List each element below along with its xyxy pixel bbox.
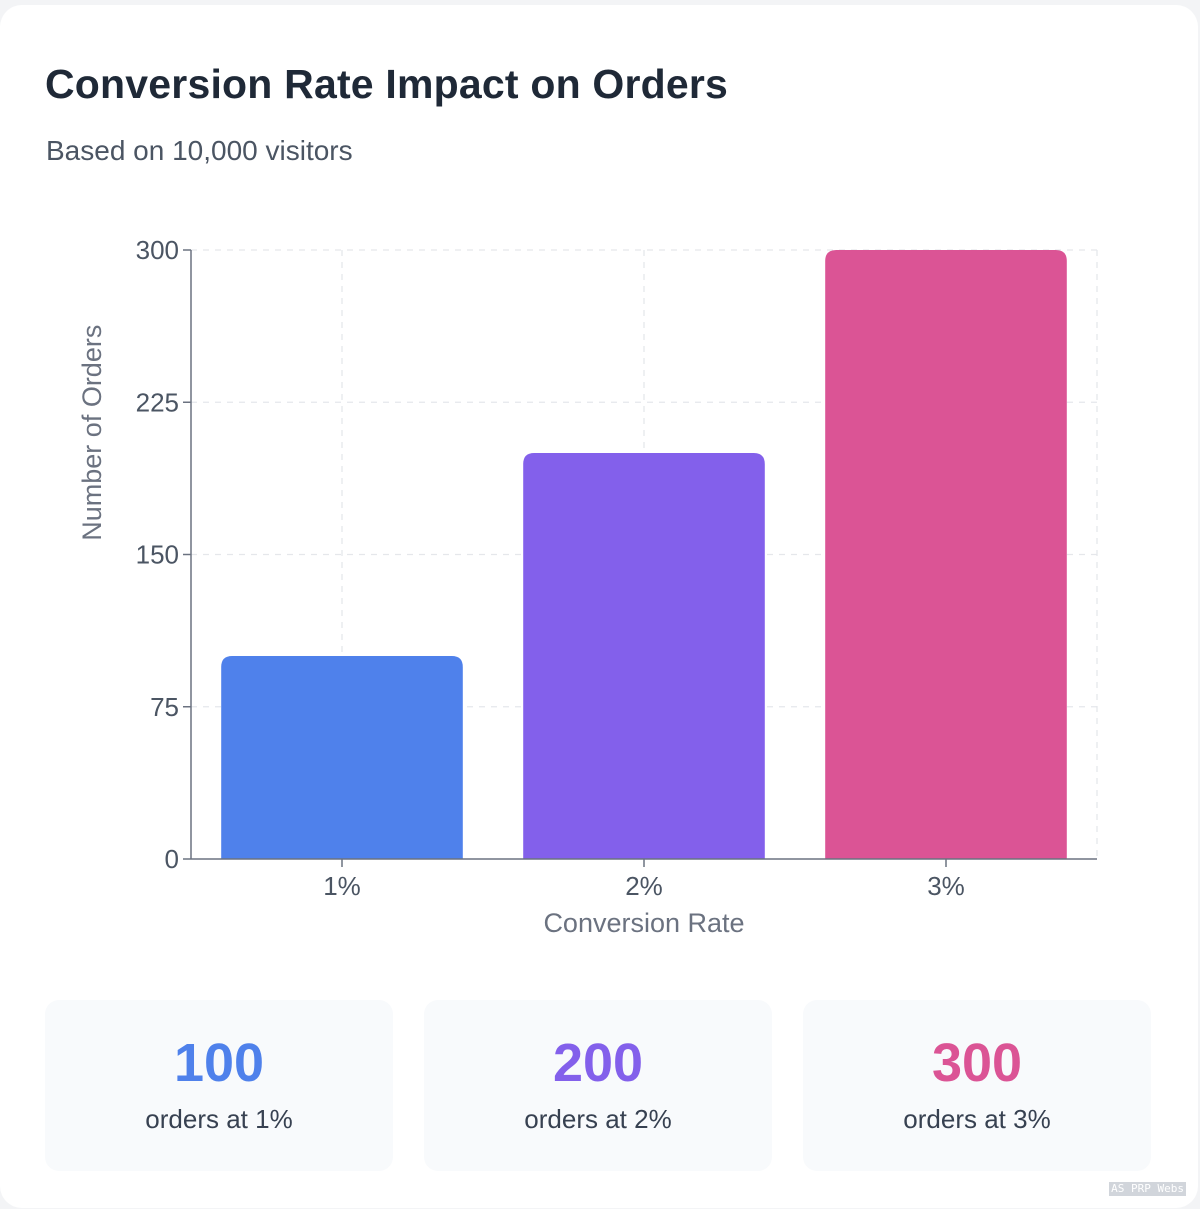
chart-subtitle: Based on 10,000 visitors	[46, 135, 353, 166]
x-axis-title: Conversion Rate	[543, 908, 744, 938]
stat-value: 300	[931, 1033, 1023, 1093]
stat-label: orders at 3%	[903, 1104, 1051, 1134]
bar-3	[825, 250, 1067, 859]
chart-title: Conversion Rate Impact on Orders	[45, 61, 729, 107]
watermark: AS PRP Webs	[1109, 1182, 1186, 1196]
y-axis-title: Number of Orders	[77, 325, 107, 541]
x-tick-label: 1%	[323, 871, 361, 901]
bar-chart: 0 75 150 225 300 1% 2% 3% Conversion Rate Number …	[77, 235, 1098, 938]
y-tick-label: 0	[165, 844, 179, 874]
y-tick-label: 75	[150, 692, 179, 722]
stat-card-3: 300 orders at 3%	[803, 1000, 1151, 1171]
y-tick-label: 225	[136, 387, 179, 417]
stats-row: 100 orders at 1% 200 orders at 2% 300 or…	[45, 1000, 1153, 1172]
x-tick-label: 2%	[625, 871, 663, 901]
stat-label: orders at 1%	[145, 1104, 293, 1134]
chart-card: Conversion Rate Impact on Orders Based o…	[0, 5, 1198, 1208]
bar-2	[523, 453, 765, 859]
stat-value: 100	[173, 1033, 265, 1093]
y-tick-label: 300	[136, 235, 179, 265]
stat-card-1: 100 orders at 1%	[45, 1000, 393, 1171]
bar-1	[221, 656, 463, 859]
stat-label: orders at 2%	[524, 1104, 672, 1134]
y-tick-label: 150	[136, 540, 179, 570]
stat-value: 200	[552, 1033, 644, 1093]
x-tick-label: 3%	[927, 871, 965, 901]
stat-card-2: 200 orders at 2%	[424, 1000, 772, 1171]
